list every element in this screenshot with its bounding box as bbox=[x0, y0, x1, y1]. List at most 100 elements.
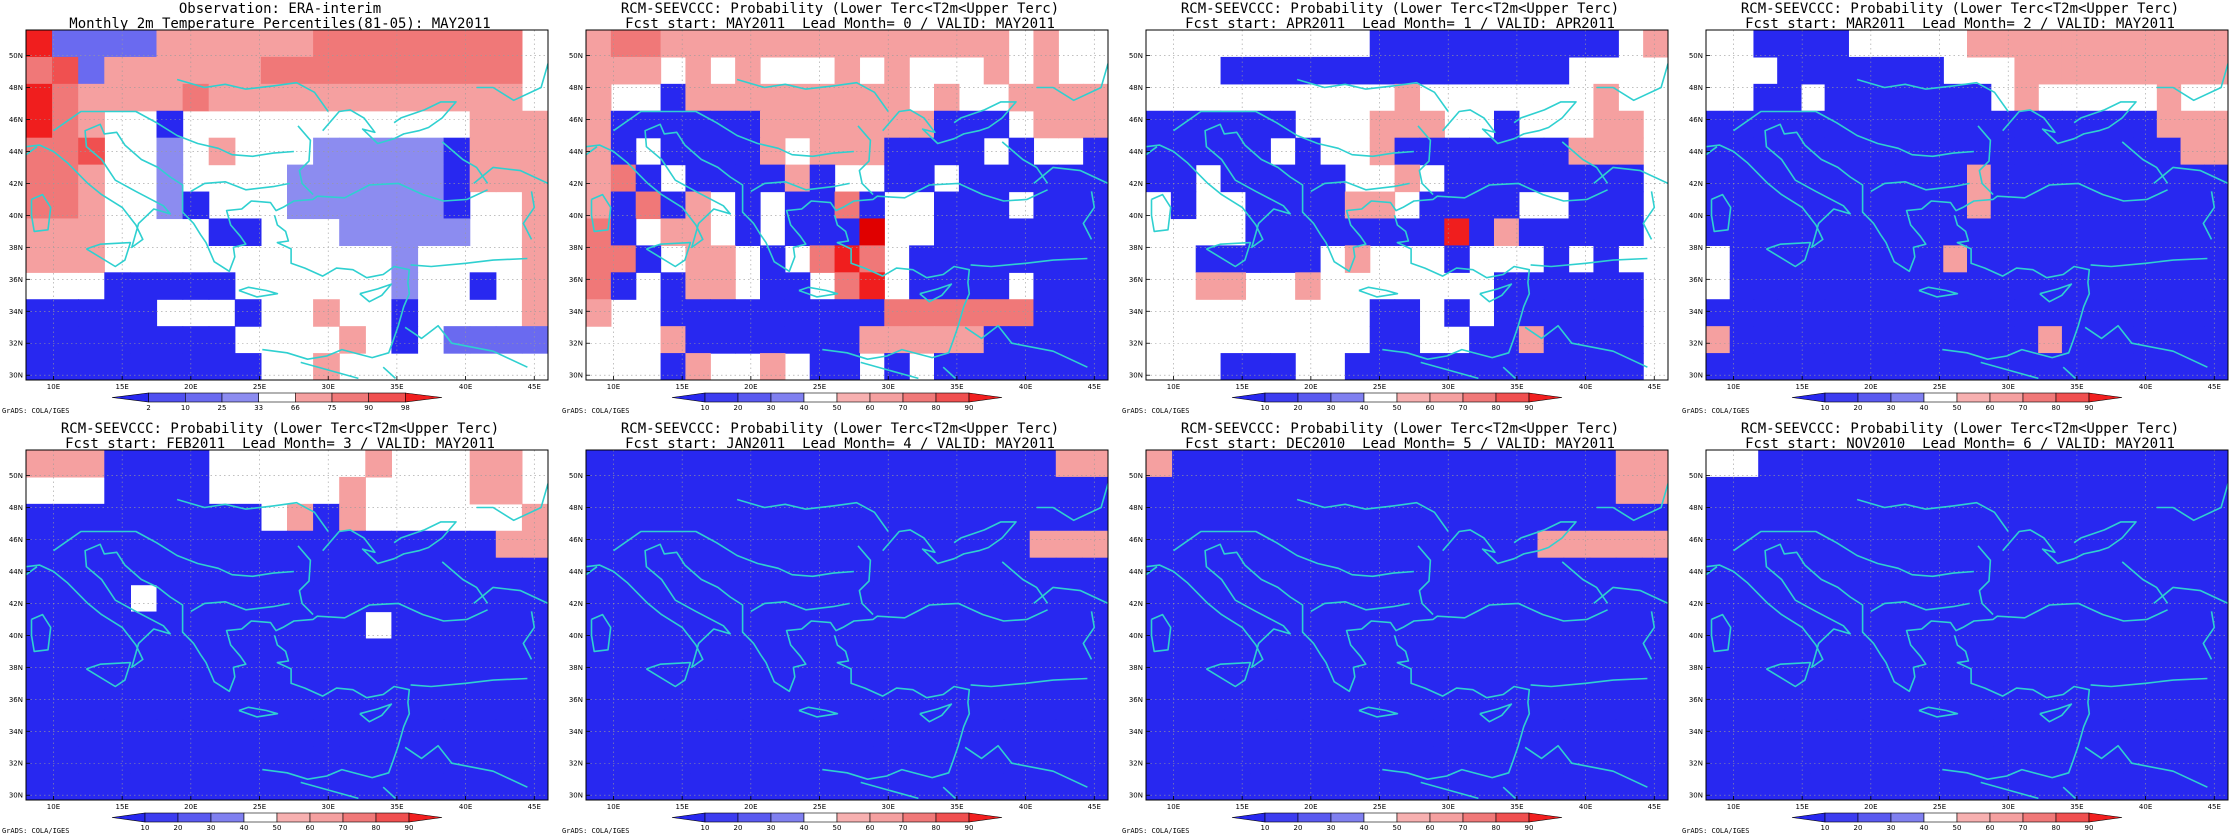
grid-cell bbox=[104, 450, 131, 478]
grid-cell bbox=[794, 476, 822, 505]
grid-cell bbox=[1328, 557, 1356, 586]
colorbar-label: 20 bbox=[1854, 824, 1863, 832]
grid-cell bbox=[1967, 272, 1992, 300]
lat-label: 44N bbox=[569, 148, 583, 156]
lon-label: 40E bbox=[1019, 803, 1032, 811]
grid-cell bbox=[2085, 353, 2110, 380]
grid-cell bbox=[586, 299, 612, 327]
grid-cell bbox=[1245, 245, 1271, 273]
grid-cell bbox=[977, 773, 1005, 800]
colorbar-swatch bbox=[177, 812, 212, 823]
grid-cell bbox=[742, 450, 770, 478]
grid-cell bbox=[2014, 30, 2039, 58]
grid-cell bbox=[1407, 611, 1434, 640]
grid-cell bbox=[495, 137, 523, 166]
coastline bbox=[1561, 561, 1609, 604]
lat-label: 38N bbox=[9, 244, 23, 252]
grid-cell bbox=[983, 326, 1010, 354]
grid-cell bbox=[1943, 110, 1968, 139]
grid-cell bbox=[873, 692, 900, 720]
grid-cell bbox=[760, 164, 786, 193]
grid-cell bbox=[2180, 191, 2205, 220]
grid-cell bbox=[443, 218, 471, 246]
grid-cell bbox=[1537, 611, 1565, 640]
grid-cell bbox=[768, 584, 796, 613]
grid-cell bbox=[742, 611, 770, 640]
lat-label: 40N bbox=[1129, 212, 1143, 220]
grid-cell bbox=[951, 450, 979, 478]
grid-cell bbox=[2175, 530, 2203, 559]
grid-cell bbox=[1800, 326, 1826, 354]
lat-label: 46N bbox=[1129, 536, 1143, 544]
grid-cell bbox=[1380, 450, 1408, 478]
coastline bbox=[2062, 366, 2077, 379]
grid-cell bbox=[2204, 110, 2228, 139]
grid-cell bbox=[1641, 584, 1668, 613]
grid-cell bbox=[1250, 450, 1278, 478]
grid-cell bbox=[958, 353, 985, 380]
coastline bbox=[1205, 661, 1252, 688]
grid-cell bbox=[1198, 476, 1225, 505]
coastline bbox=[1502, 366, 1517, 379]
grid-cell bbox=[1888, 611, 1916, 640]
grid-cell bbox=[1848, 218, 1873, 246]
colorbar-swatch bbox=[1791, 392, 1826, 403]
grid-cell bbox=[859, 326, 885, 354]
grid-cell bbox=[635, 110, 662, 139]
lon-label: 10E bbox=[607, 383, 620, 391]
grid-cell bbox=[1568, 164, 1595, 193]
grid-cell bbox=[443, 83, 471, 112]
grid-cell bbox=[586, 719, 613, 747]
grid-cell bbox=[899, 773, 926, 800]
coastline bbox=[1033, 586, 1108, 605]
colorbar-label: 90 bbox=[1525, 404, 1534, 412]
grid-cell bbox=[417, 665, 445, 693]
grid-cell bbox=[1295, 218, 1321, 246]
grid-cell bbox=[1777, 272, 1802, 300]
grid-cell bbox=[1033, 245, 1059, 273]
grid-cell bbox=[859, 83, 885, 112]
grid-cell bbox=[660, 83, 687, 112]
grid-cell bbox=[664, 692, 691, 720]
grid-cell bbox=[2149, 719, 2177, 747]
grid-cell bbox=[156, 272, 184, 300]
grid-cell bbox=[234, 530, 262, 559]
lat-label: 48N bbox=[569, 504, 583, 512]
grid-cell bbox=[469, 557, 497, 586]
grid-cell bbox=[78, 83, 105, 112]
grid-cell bbox=[234, 353, 262, 380]
colorbar-label: 25 bbox=[218, 404, 227, 412]
grid-cell bbox=[1706, 164, 1731, 193]
grid-cell bbox=[52, 719, 79, 747]
grid-cell bbox=[2180, 272, 2205, 300]
grid-cell bbox=[1784, 665, 1811, 693]
grid-cell bbox=[1800, 110, 1826, 139]
grid-cell bbox=[873, 450, 900, 478]
grid-cell bbox=[1753, 191, 1778, 220]
map-frame bbox=[1145, 449, 1669, 801]
grid-cell bbox=[2061, 218, 2087, 246]
grid-cell bbox=[1895, 245, 1921, 273]
lat-label: 42N bbox=[569, 180, 583, 188]
grid-cell bbox=[104, 557, 131, 586]
colorbar-swatch bbox=[1989, 812, 2024, 823]
colorbar-label: 60 bbox=[866, 404, 875, 412]
grid-cell bbox=[130, 450, 158, 478]
grid-cell bbox=[899, 503, 926, 532]
grid-cell bbox=[1224, 503, 1251, 532]
grid-cell bbox=[685, 326, 711, 354]
grid-cell bbox=[1302, 692, 1330, 720]
colorbar-swatch bbox=[1890, 812, 1925, 823]
colorbar-label: 10 bbox=[141, 824, 150, 832]
grid-cell bbox=[951, 584, 979, 613]
grid-cell bbox=[1615, 611, 1643, 640]
grid-cell bbox=[78, 773, 105, 800]
grid-cell bbox=[2085, 272, 2110, 300]
grid-cell bbox=[1537, 476, 1565, 505]
map-frame bbox=[585, 449, 1109, 801]
grid-cell bbox=[2123, 773, 2151, 800]
grid-cell bbox=[977, 611, 1005, 640]
grid-cell bbox=[339, 30, 366, 58]
grid-cell bbox=[716, 692, 744, 720]
